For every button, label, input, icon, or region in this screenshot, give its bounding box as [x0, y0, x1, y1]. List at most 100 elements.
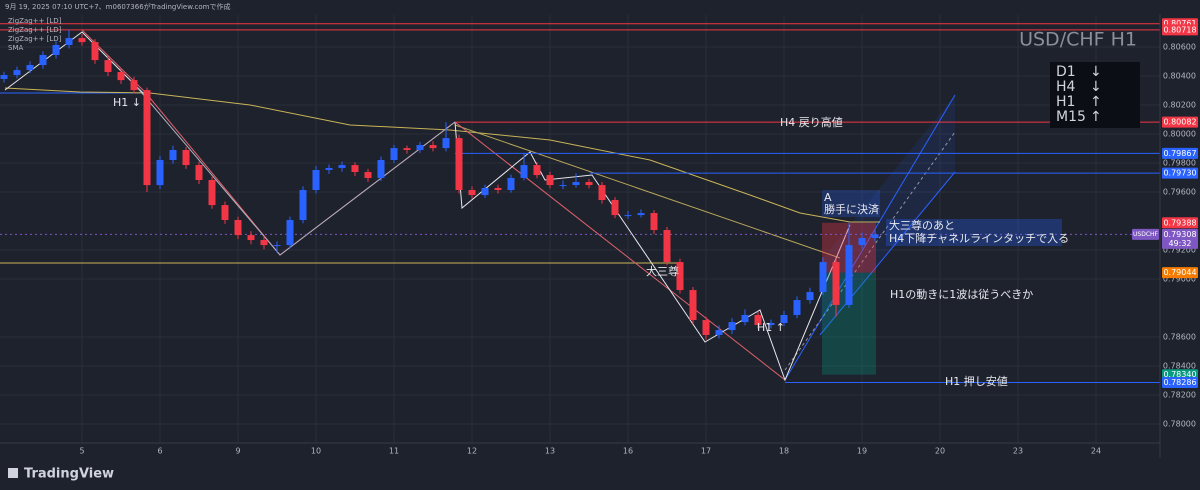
price-tag [1162, 377, 1198, 389]
y-tick-label: 0.79200 [1163, 246, 1196, 255]
y-tick-label: 0.80600 [1163, 43, 1196, 52]
candle-body [416, 145, 424, 150]
annotation-box [822, 190, 880, 217]
annotation: H1の動きに1波は従うべきか [890, 287, 1033, 301]
candle-body [819, 262, 827, 293]
x-tick-label: 18 [779, 447, 789, 456]
last-price-tag [1162, 228, 1198, 249]
x-tick-label: 5 [79, 447, 84, 456]
channel-upper [784, 94, 956, 381]
candle-body [52, 45, 60, 56]
candle-body [481, 187, 489, 196]
candle-body [117, 71, 125, 81]
y-tick-label: 0.78400 [1163, 362, 1196, 371]
candle-body [390, 148, 398, 160]
price-tag [1162, 116, 1198, 128]
candle-body [689, 290, 697, 321]
candles [0, 29, 879, 340]
price-tag-label: 0.78286 [1163, 378, 1196, 387]
x-tick-label: 23 [1013, 447, 1023, 456]
candle-body [364, 172, 372, 178]
candle-body [663, 230, 671, 263]
candle-body [780, 314, 788, 323]
last-price-label: 0.79308 [1163, 230, 1196, 239]
candle-body [585, 182, 593, 186]
trend-tf: D1 [1056, 64, 1076, 80]
trend-dir: ↑ [1090, 94, 1102, 110]
candle-body [494, 187, 502, 190]
candle-body [13, 70, 21, 76]
y-tick-label: 0.80400 [1163, 72, 1196, 81]
candle-body [572, 182, 580, 186]
candle-body [793, 300, 801, 315]
price-tag-label: 0.79730 [1163, 169, 1196, 178]
axis: 0.78000 0.78200 0.78400 0.78600 0.79000 0.792… [79, 18, 1198, 456]
x-tick-label: 13 [545, 447, 555, 456]
annotation: H1 ↓ [113, 96, 141, 109]
x-tick-label: 20 [935, 447, 945, 456]
trend-line [454, 124, 841, 259]
indicator: ZigZag++ [LD] [8, 35, 62, 43]
y-tick-label: 0.79800 [1163, 159, 1196, 168]
candle-body [247, 235, 255, 241]
indicator: ZigZag++ [LD] [8, 17, 62, 25]
channel-mid [784, 131, 956, 371]
annotation: H4 戻り高値 [780, 115, 843, 129]
price-tag [1162, 217, 1198, 229]
candle-body [325, 167, 333, 170]
candle-body [520, 165, 528, 178]
x-tick-label: 19 [857, 447, 867, 456]
candle-body [221, 205, 229, 221]
candle-body [676, 262, 684, 291]
candle-body [286, 220, 294, 246]
zigzag [134, 84, 456, 256]
candle-body [832, 262, 840, 305]
x-tick-label: 16 [623, 447, 633, 456]
candle-body [741, 314, 749, 323]
annotation: H4下降チャネルラインタッチで入る [889, 231, 1069, 245]
candle-body [715, 330, 723, 335]
annotation: 勝手に決済 [824, 202, 879, 216]
candle-body [702, 320, 710, 335]
candle-body [65, 38, 73, 46]
candle-body [39, 55, 47, 66]
candle-body [91, 42, 99, 61]
annotation: H1 ↑ [757, 321, 785, 334]
channel-fill [820, 95, 955, 335]
candle-body [637, 213, 645, 216]
trend-tf: H1 [1056, 94, 1075, 110]
trend-tf: H4 [1056, 79, 1076, 95]
y-tick-label: 0.78600 [1163, 333, 1196, 342]
annotation: 大三尊のあと [889, 218, 955, 232]
candle-body [871, 234, 879, 238]
candle-body [195, 165, 203, 180]
price-tag [1162, 147, 1198, 159]
candle-body [507, 177, 515, 190]
candle-body [845, 245, 853, 305]
trend-table [1050, 62, 1140, 128]
caption: 9月 19, 2025 07:10 UTC+7、m0607366がTrading… [5, 2, 231, 11]
y-tick-label: 0.78000 [1163, 420, 1196, 429]
price-tag-label: 0.78340 [1163, 370, 1196, 379]
symbol-label: USDCHF [1133, 231, 1159, 238]
candle-body [299, 189, 307, 221]
price-levels [0, 23, 1160, 384]
candle-body [78, 38, 86, 43]
x-tick-label: 24 [1091, 447, 1101, 456]
candle-body [728, 322, 736, 331]
candle-body [806, 292, 814, 301]
candle-body [130, 80, 138, 91]
annotation: 大三尊 [646, 264, 679, 278]
indicator: ZigZag++ [LD] [8, 26, 62, 34]
trend-rows: D1 ↓ H4 ↓ H1 ↑ M15 ↑ [1056, 64, 1102, 125]
price-tag [1162, 167, 1198, 179]
candle-body [650, 213, 658, 231]
brand: TradingView [24, 467, 114, 482]
x-tick-label: 11 [389, 447, 399, 456]
candle-body [182, 149, 190, 166]
candle-body [429, 145, 437, 149]
candle-body [104, 60, 112, 72]
y-tick-label: 0.78200 [1163, 391, 1196, 400]
y-tick-label: 0.80200 [1163, 101, 1196, 110]
candle-body [403, 148, 411, 150]
